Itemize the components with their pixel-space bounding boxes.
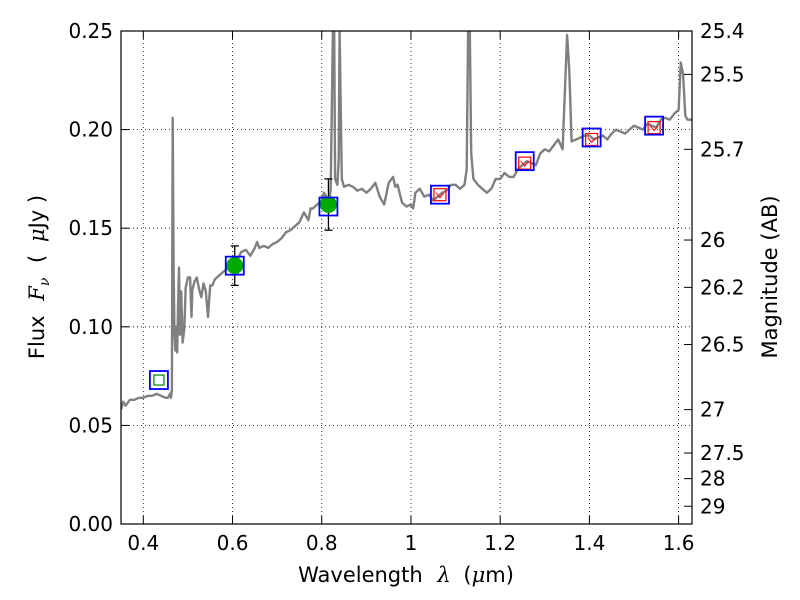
spectrum-line — [121, 31, 692, 410]
upper-limit-arrow — [435, 192, 445, 199]
y-tick-label: 0.15 — [68, 216, 113, 240]
observed-point — [226, 257, 244, 275]
upper-limit-marker — [585, 132, 599, 147]
y2-tick-label: 26.5 — [700, 333, 745, 357]
x-tick-label: 0.6 — [217, 531, 249, 555]
upper-limit-arrow — [520, 160, 530, 167]
y-tick-label: 0.00 — [68, 512, 113, 536]
y2-tick-label: 27 — [700, 398, 725, 422]
y-tick-label: 0.10 — [68, 315, 113, 339]
y2-tick-label: 28 — [700, 467, 725, 491]
y2-tick-label: 27.5 — [700, 441, 745, 465]
upper-limit-marker — [518, 156, 532, 170]
y-tick-label: 0.20 — [68, 118, 113, 142]
x-tick-label: 0.4 — [127, 531, 159, 555]
x-tick-label: 1.2 — [484, 531, 516, 555]
x-axis-label: Wavelength λ (μm) — [298, 563, 514, 587]
upper-limit-arrow — [649, 125, 659, 132]
model-point — [514, 151, 535, 172]
x-tick-label: 1.6 — [663, 531, 695, 555]
photometry-points — [149, 115, 664, 390]
y2-tick-label: 26 — [700, 228, 725, 252]
y2-axis-label: Magnitude (AB) — [758, 195, 782, 358]
upper-limit-arrow — [587, 137, 597, 144]
model-point — [430, 184, 450, 205]
x-tick-label: 1.4 — [573, 531, 605, 555]
y2-tick-label: 25.5 — [700, 62, 745, 86]
x-tick-label: 1 — [405, 531, 418, 555]
upper-limit-marker — [433, 188, 447, 202]
y-tick-label: 0.25 — [68, 19, 113, 43]
y2-tick-label: 25.7 — [700, 137, 745, 161]
model-point — [149, 370, 169, 390]
y2-tick-label: 29 — [700, 494, 725, 518]
observed-point — [319, 196, 337, 214]
grid — [121, 30, 692, 525]
observed-point — [153, 374, 165, 386]
y2-tick-label: 26.2 — [700, 275, 745, 299]
model-point — [581, 127, 602, 148]
model-point — [224, 255, 245, 276]
y2-tick-label: 25.4 — [700, 19, 745, 43]
y-tick-label: 0.05 — [68, 413, 113, 437]
model-point — [644, 115, 664, 136]
plot-frame — [120, 30, 693, 525]
x-tick-label: 0.8 — [306, 531, 338, 555]
spectrum-series — [121, 31, 692, 410]
upper-limit-marker — [647, 121, 661, 135]
model-point — [318, 196, 339, 217]
axis-ticks: 0.4 0.6 0.8 1 1.2 1.4 1.6 0.00 0.05 0.10 0.15 0.20 0… — [68, 19, 744, 555]
y-axis-label: Flux Fν ( μJy ) — [25, 195, 54, 359]
